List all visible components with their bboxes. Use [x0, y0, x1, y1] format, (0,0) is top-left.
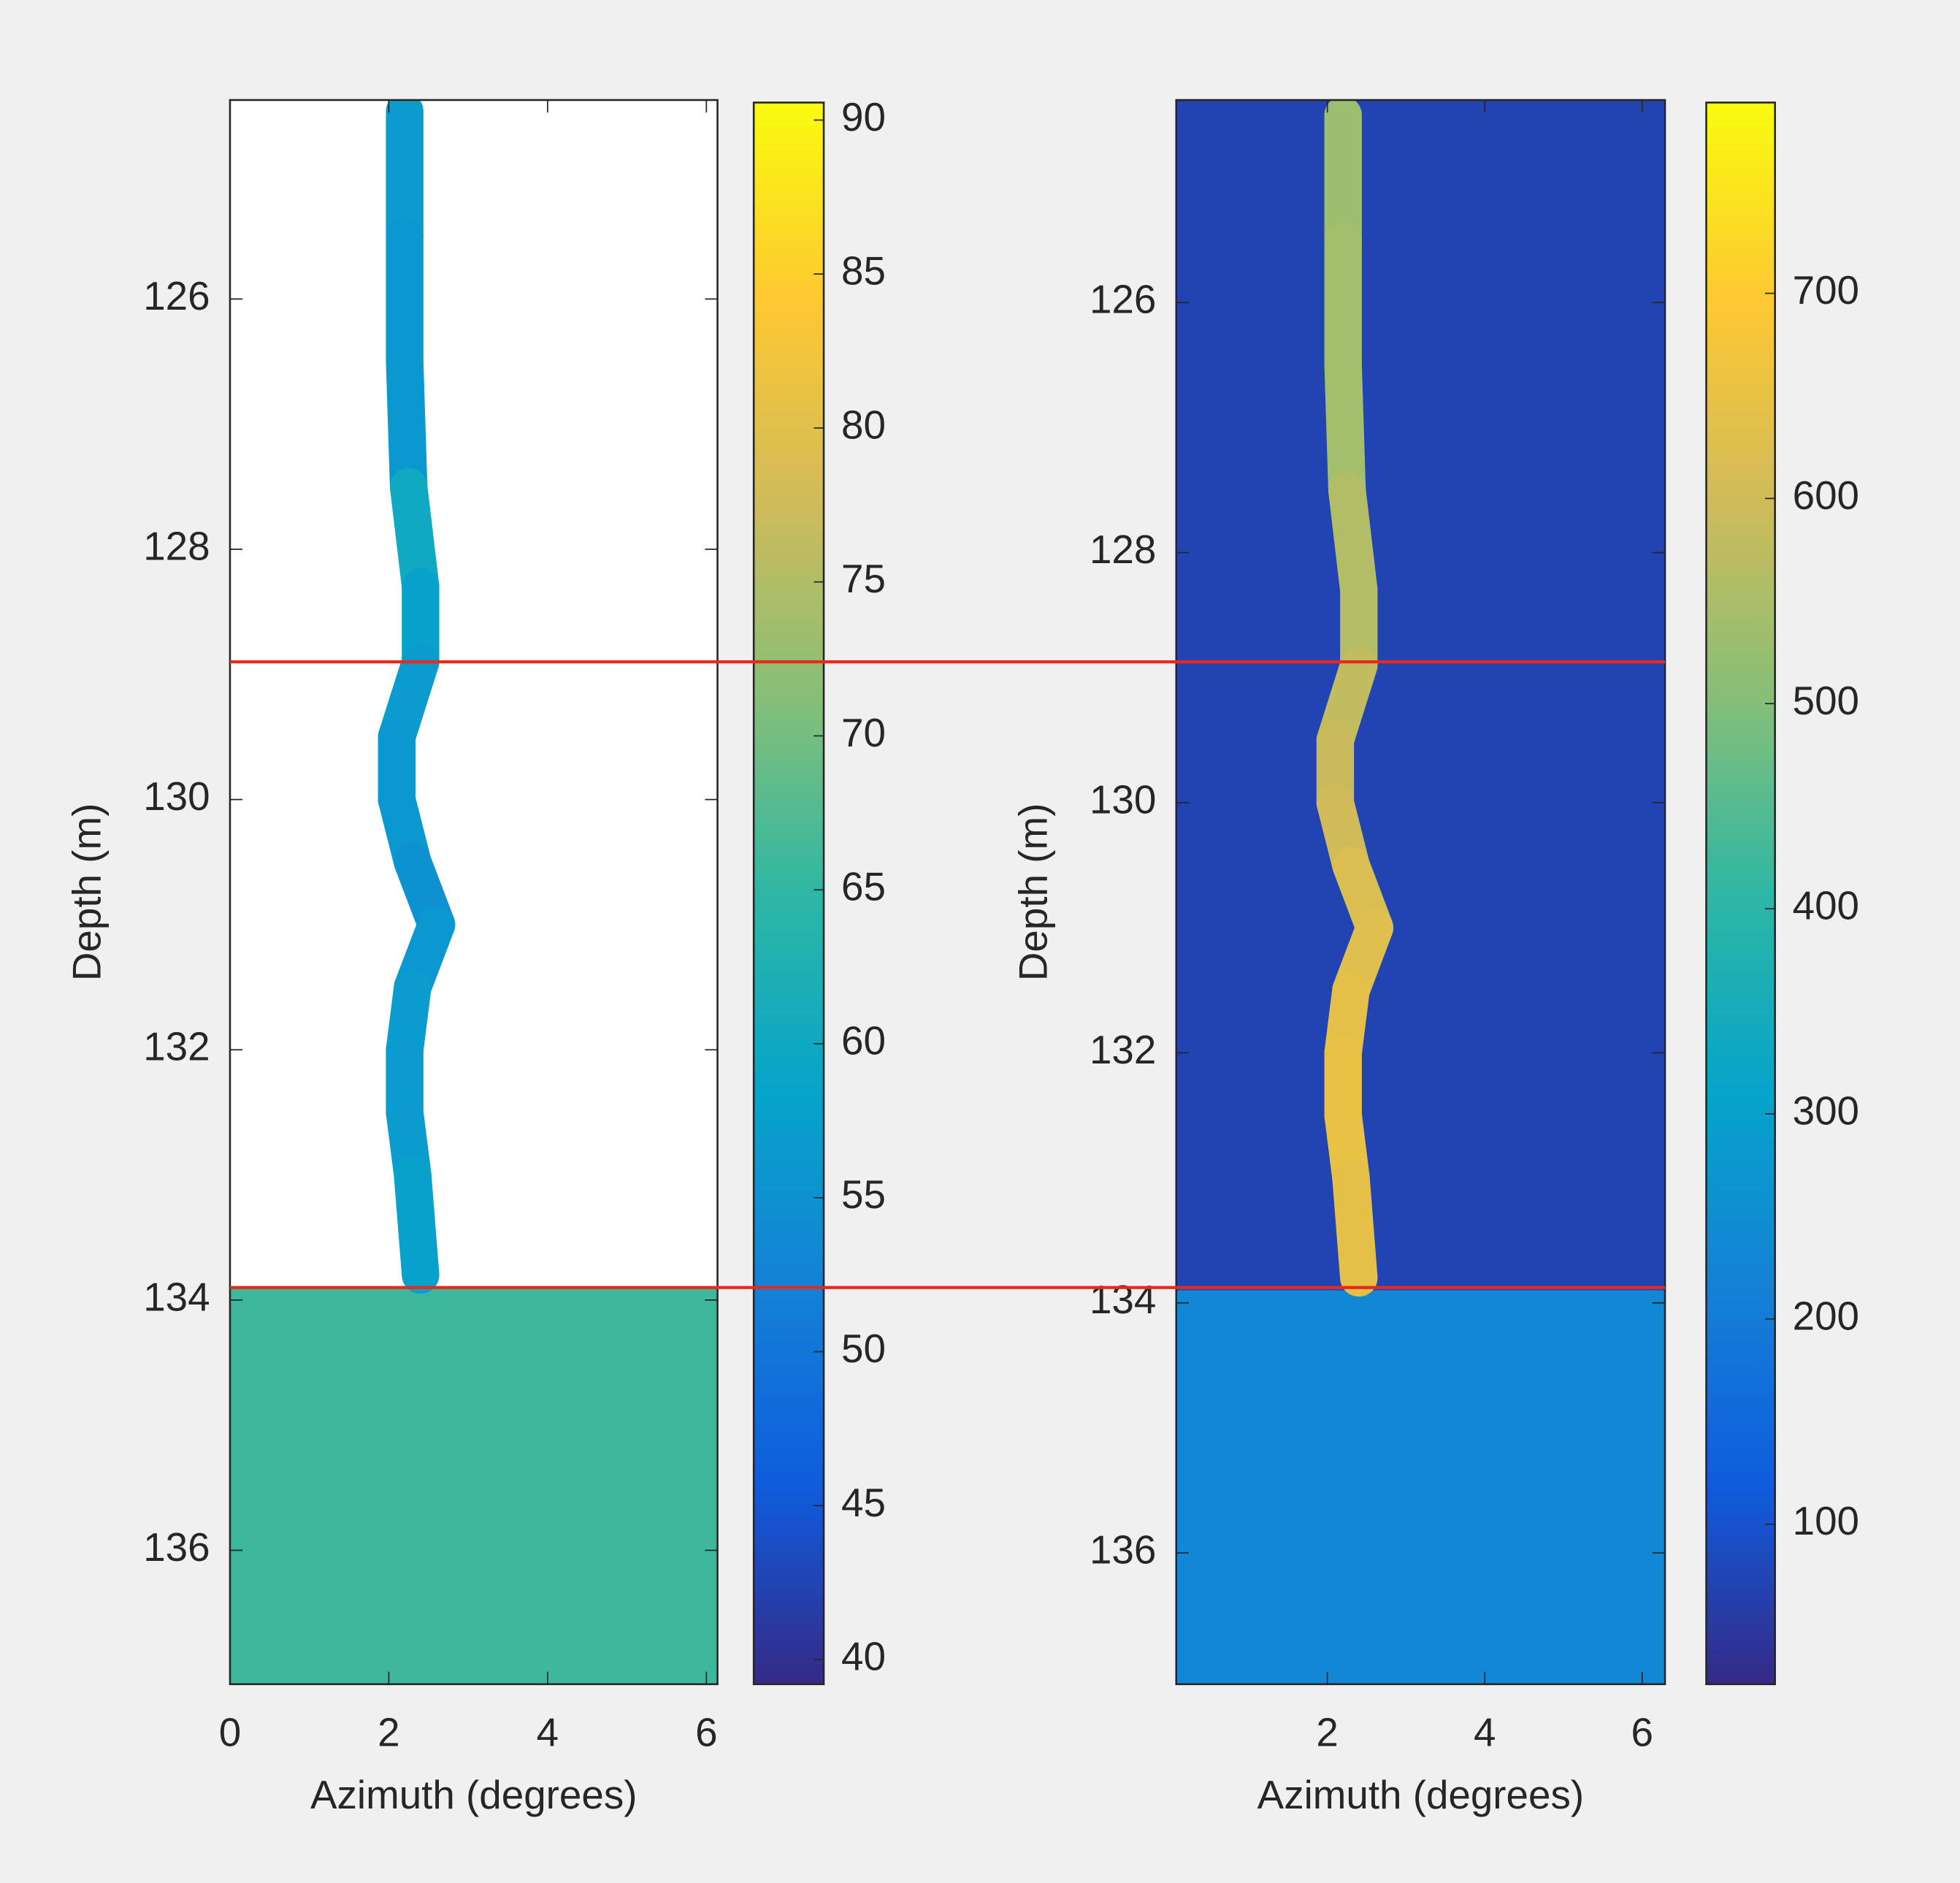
y-tick-label: 128 [143, 523, 210, 568]
colorbar-tick-label: 500 [1793, 678, 1859, 723]
y-tick-label: 136 [143, 1524, 210, 1570]
colorbar-tick-label: 700 [1793, 267, 1859, 313]
colorbar-tick-label: 75 [841, 556, 886, 601]
trace-segment [1332, 1158, 1378, 1297]
colorbar-tick-label: 50 [841, 1326, 886, 1371]
colorbar [1705, 102, 1776, 1686]
colorbar-tick-label: 45 [841, 1480, 886, 1525]
y-tick-label: 132 [143, 1024, 210, 1069]
colorbar-tick-label: 600 [1793, 473, 1859, 518]
colorbar-tick-label: 40 [841, 1634, 886, 1679]
colorbar-tick-label: 200 [1793, 1293, 1859, 1338]
y-tick-label: 126 [1090, 277, 1156, 322]
y-tick-label: 130 [143, 774, 210, 819]
colorbar-tick-label: 100 [1793, 1498, 1859, 1543]
y-tick-label: 136 [1090, 1527, 1156, 1573]
x-tick-label: 2 [1316, 1709, 1338, 1754]
zone [1176, 1290, 1666, 1684]
y-tick-label: 132 [1090, 1027, 1156, 1072]
y-axis-label: Depth (m) [64, 803, 110, 981]
x-axis-label: Azimuth (degrees) [310, 1772, 637, 1817]
colorbar-tick-label: 400 [1793, 883, 1859, 928]
zone [229, 1287, 718, 1684]
x-tick-label: 6 [1631, 1709, 1653, 1754]
x-tick-label: 6 [695, 1709, 717, 1754]
y-tick-label: 128 [1090, 527, 1156, 572]
y-tick-label: 134 [143, 1274, 210, 1319]
x-tick-label: 4 [1474, 1709, 1496, 1754]
colorbar-tick-label: 70 [841, 710, 886, 755]
colorbar-tick-label: 55 [841, 1172, 886, 1217]
trace-segment [386, 343, 428, 505]
colorbar-tick-label: 300 [1793, 1088, 1859, 1133]
axes-frame [229, 99, 719, 1686]
x-axis-label: Azimuth (degrees) [1257, 1772, 1584, 1817]
x-tick-label: 0 [219, 1709, 241, 1754]
y-tick-label: 130 [1090, 776, 1156, 822]
plot-area [229, 99, 718, 1684]
colorbar [752, 102, 825, 1686]
colorbar-tick-label: 85 [841, 248, 886, 294]
y-tick-label: 134 [1090, 1277, 1156, 1322]
plot-area [1176, 99, 1666, 1684]
x-tick-label: 4 [537, 1709, 559, 1754]
y-tick-label: 126 [143, 273, 210, 318]
y-axis-label: Depth (m) [1010, 803, 1055, 981]
colorbar-tick-label: 60 [841, 1017, 886, 1063]
trace-segment [1324, 346, 1366, 509]
trace-segment [394, 1156, 440, 1294]
colorbar-tick-label: 80 [841, 402, 886, 447]
colorbar-tick-label: 90 [841, 94, 886, 140]
axes-frame [1175, 99, 1666, 1686]
colorbar-tick-label: 65 [841, 864, 886, 909]
x-tick-label: 2 [378, 1709, 399, 1754]
